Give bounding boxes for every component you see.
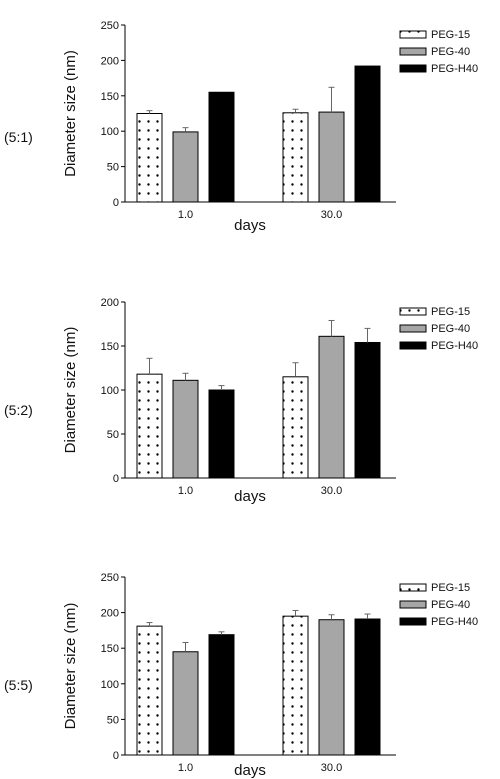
panel-label: (5:2) [4,402,33,418]
legend-label: PEG-40 [431,323,470,335]
bar-peg-40-2 [318,335,345,479]
bar-peg-h40-1 [208,389,235,479]
panel-label: (5:1) [4,129,33,145]
legend-swatch-peg-h40 [399,64,427,73]
legend-swatch-peg-h40 [399,341,427,350]
legend-label: PEG-15 [431,29,470,41]
panel-label: (5:5) [4,677,33,693]
legend: PEG-15 PEG-40 PEG-H40 [399,29,478,75]
legend-label: PEG-40 [431,599,470,611]
legend-label: PEG-15 [431,306,470,318]
y-tick-label: 150 [101,643,119,655]
bar-peg-h40-2 [354,341,381,479]
legend-swatch-peg-40 [399,47,427,56]
bar-peg-40-2 [318,619,345,756]
x-axis-label: days [234,217,266,234]
x-tick-label: 30.0 [321,762,342,774]
y-tick-label: 50 [107,429,119,441]
legend-label: PEG-15 [431,582,470,594]
chart-panel-2: (5:2) Diameter size (nm) 0 50 100 150 200 1.0 30… [4,297,478,505]
y-tick-label: 250 [101,572,119,584]
legend: PEG-15 PEG-40 PEG-H40 [399,306,478,352]
x-tick-label: 30.0 [321,485,342,497]
bar-peg-15-1 [136,625,163,756]
y-tick-label: 150 [101,91,119,103]
y-tick-label: 250 [101,20,119,32]
y-tick-label: 100 [101,126,119,138]
y-tick-label: 0 [113,197,119,209]
x-axis-label: days [234,488,266,505]
y-tick-label: 50 [107,162,119,174]
x-tick-label: 1.0 [178,762,193,774]
y-tick-label: 200 [101,608,119,620]
legend-swatch-peg-40 [399,600,427,609]
y-tick-label: 0 [113,473,119,485]
bar-peg-15-1 [136,113,163,203]
y-tick-label: 100 [101,679,119,691]
chart-panel-3: (5:5) Diameter size (nm) 0 50 100 150 200 250 1.… [4,572,478,779]
y-tick-label: 50 [107,714,119,726]
y-tick-label: 0 [113,750,119,762]
legend-swatch-peg-h40 [399,617,427,626]
legend-label: PEG-H40 [431,340,478,352]
bar-peg-h40-2 [354,618,381,756]
y-tick-label: 200 [101,297,119,309]
legend: PEG-15 PEG-40 PEG-H40 [399,582,478,628]
y-axis-label: Diameter size (nm) [62,327,79,454]
x-tick-label: 1.0 [178,485,193,497]
bar-peg-15-2 [282,376,309,479]
x-axis-label: days [234,762,266,779]
bar-peg-15-1 [136,373,163,479]
x-tick-label: 30.0 [321,209,342,221]
legend-swatch-peg-15 [399,583,427,592]
bar-peg-h40-2 [354,65,381,203]
bar-peg-h40-1 [208,634,235,756]
y-tick-label: 100 [101,385,119,397]
x-tick-label: 1.0 [178,209,193,221]
bar-peg-h40-1 [208,91,235,203]
bar-peg-40-2 [318,111,345,203]
legend-label: PEG-40 [431,46,470,58]
legend-swatch-peg-15 [399,30,427,39]
bar-peg-40-1 [172,131,199,203]
y-axis-label: Diameter size (nm) [62,603,79,730]
bar-peg-40-1 [172,379,199,479]
legend-label: PEG-H40 [431,63,478,75]
y-tick-label: 200 [101,55,119,67]
y-axis-label: Diameter size (nm) [62,50,79,177]
bar-peg-40-1 [172,651,199,756]
legend-swatch-peg-40 [399,324,427,333]
chart-panel-1: (5:1) Diameter size (nm) 0 50 100 150 200 250 1.… [4,20,478,234]
bar-peg-15-2 [282,615,309,756]
legend-swatch-peg-15 [399,307,427,316]
y-tick-label: 150 [101,341,119,353]
legend-label: PEG-H40 [431,616,478,628]
bar-peg-15-2 [282,112,309,203]
